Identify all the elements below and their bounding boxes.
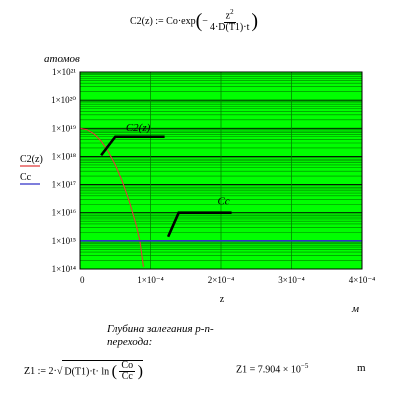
- z1-result: Z1 = 7.904 × 10−5: [236, 362, 308, 375]
- x-tick-label: 4×10⁻⁴: [349, 275, 375, 285]
- caption-line-2: перехода:: [107, 336, 153, 348]
- y-tick-label: 1×10¹⁹: [52, 123, 76, 133]
- y-tick-label: 1×10¹⁵: [52, 236, 76, 246]
- x-tick-label: 0: [80, 275, 85, 285]
- plot-frame: [79, 71, 363, 270]
- annotation-leader: [166, 211, 232, 238]
- x-tick-label: 2×10⁻⁴: [208, 275, 234, 285]
- formula-c2-numerator: z2: [223, 7, 236, 23]
- caption-line-1: Глубина залегания р-п-: [107, 323, 214, 335]
- formula-c2-minus: −: [202, 15, 208, 27]
- formula-z1-ln: ln: [101, 365, 110, 377]
- annotation-label: Cc: [217, 195, 229, 207]
- y-tick-label: 1×10¹⁸: [52, 151, 76, 161]
- formula-c2-close-paren: ): [251, 10, 259, 32]
- y-tick-label: 1×10¹⁶: [52, 208, 76, 218]
- formula-z1-sqrt-sign: √: [56, 365, 63, 377]
- y-tick-label: 1×10¹⁴: [52, 264, 76, 274]
- annotation-label: C2(z): [126, 122, 151, 134]
- legend-cc-label: Cc: [20, 172, 32, 183]
- y-tick-label: 1×10²⁰: [51, 95, 76, 105]
- x-axis-label: z: [220, 294, 225, 305]
- x-tick-label: 1×10⁻⁴: [137, 275, 163, 285]
- y-tick-label: 1×10²¹: [52, 67, 76, 77]
- formula-z1-numerator: Co: [119, 359, 136, 372]
- formula-c2-denominator: 4·D(T1)·t: [209, 21, 250, 33]
- x-axis-unit: м: [351, 303, 359, 315]
- caption: Глубина залегания р-п- перехода:: [107, 323, 214, 349]
- formula-c2-exponent: 2: [230, 7, 234, 16]
- formula-z1-sqrt-arg: D(T1)·t· ln ( Co Cc ): [62, 359, 143, 383]
- x-tick-label: 3×10⁻⁴: [278, 275, 304, 285]
- formula-z1-lhs: Z1 := 2·: [24, 365, 57, 377]
- y-axis-label: атомов: [44, 53, 80, 65]
- y-tick-label: 1×10¹⁷: [52, 180, 76, 190]
- axis-ticks: 1×10¹⁴ 1×10¹⁵ 1×10¹⁶ 1×10¹⁷ 1×10¹⁸ 1×10¹⁹ 1×10…: [51, 67, 375, 285]
- formula-z1: Z1 := 2· √ D(T1)·t· ln ( Co Cc ): [24, 354, 143, 388]
- z1-result-value: Z1 = 7.904 × 10: [236, 364, 301, 376]
- formula-c2-fraction: z2 4·D(T1)·t: [208, 7, 251, 33]
- annotation-leader: [100, 135, 165, 157]
- formula-c2: C2(z) := Co·exp ( − z2 4·D(T1)·t ): [130, 4, 258, 38]
- concentration-chart: атомов 1×10¹⁴1×10¹⁵1×10¹⁶1×10¹⁷1×10¹⁸1×1…: [20, 53, 375, 315]
- series-group: [79, 127, 362, 267]
- formula-c2-open-paren: (: [195, 10, 203, 32]
- series-line: [79, 127, 144, 267]
- z1-unit: m: [357, 362, 366, 374]
- formula-z1-fraction: Co Cc: [119, 359, 136, 383]
- legend-c2-label: C2(z): [20, 154, 43, 165]
- formula-z1-denominator: Cc: [121, 371, 133, 382]
- annotations: C2(z) Cc: [100, 122, 232, 238]
- formula-c2-lhs: C2(z) := Co·exp: [130, 15, 196, 27]
- z1-result-exponent: −5: [300, 362, 309, 370]
